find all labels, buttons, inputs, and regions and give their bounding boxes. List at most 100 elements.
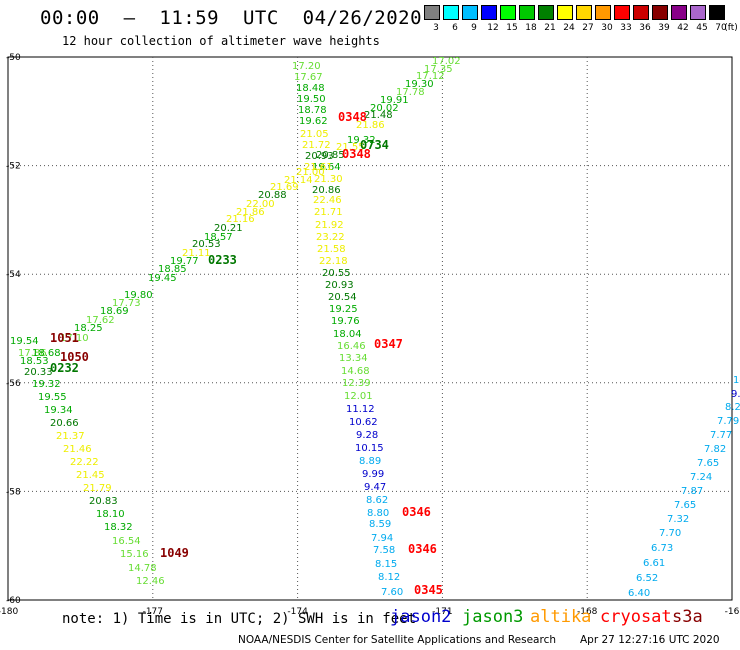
wave-height-label: 21.86 bbox=[236, 207, 265, 218]
wave-height-label: 9. bbox=[731, 389, 740, 400]
wave-height-label: 21.58 bbox=[317, 244, 346, 255]
x-tick-label: -177 bbox=[143, 607, 163, 617]
y-tick-label: -56 bbox=[6, 379, 21, 389]
wave-height-label: 17.02 bbox=[432, 56, 461, 67]
pass-time-label: 1049 bbox=[160, 546, 189, 560]
wave-height-label: 20.55 bbox=[322, 268, 351, 279]
legend-label: 12 bbox=[487, 23, 499, 33]
wave-height-label: 17.20 bbox=[292, 61, 321, 72]
legend-label: 39 bbox=[658, 23, 670, 33]
wave-height-label: 8.89 bbox=[359, 456, 381, 467]
legend-label: 6 bbox=[452, 23, 458, 33]
wave-height-label: 21.05 bbox=[300, 129, 329, 140]
legend-swatch bbox=[500, 5, 516, 20]
wave-height-label: 14.68 bbox=[341, 366, 370, 377]
wave-height-label: 20.66 bbox=[50, 418, 79, 429]
wave-height-label: 6.40 bbox=[628, 588, 650, 599]
wave-height-label: 17.62 bbox=[86, 315, 115, 326]
wave-height-label: 21.11 bbox=[182, 248, 211, 259]
wave-height-label: 21.14 bbox=[284, 175, 313, 186]
wave-height-label: 15.16 bbox=[120, 549, 149, 560]
legend-label: 21 bbox=[544, 23, 556, 33]
legend-swatch bbox=[538, 5, 554, 20]
wave-height-label: 18.10 bbox=[96, 509, 125, 520]
wave-height-label: 21.86 bbox=[356, 120, 385, 131]
wave-height-label: 19.64 bbox=[312, 162, 341, 173]
footer-note: note: 1) Time is in UTC; 2) SWH is in fe… bbox=[62, 611, 417, 627]
legend-swatch bbox=[481, 5, 497, 20]
pass-time-label: 1051 bbox=[50, 331, 79, 345]
wave-height-label: 18.32 bbox=[104, 522, 133, 533]
pass-time-label: 0347 bbox=[374, 337, 403, 351]
wave-height-label: 20.02 bbox=[370, 103, 399, 114]
wave-height-label: 19.55 bbox=[38, 392, 67, 403]
wave-height-label: 17.12 bbox=[416, 71, 445, 82]
legend-swatch bbox=[709, 5, 725, 20]
legend-label: 45 bbox=[696, 23, 708, 33]
wave-height-label: 21.37 bbox=[56, 431, 85, 442]
wave-height-label: 7.24 bbox=[690, 472, 712, 483]
wave-height-label: 8.15 bbox=[375, 559, 397, 570]
legend-swatch bbox=[424, 5, 440, 20]
legend-swatch bbox=[614, 5, 630, 20]
wave-height-label: 21.48 bbox=[364, 110, 393, 121]
satellite-name-s3a: s3a bbox=[672, 607, 703, 627]
page-title: 00:00 — 11:59 UTC 04/26/2020 bbox=[40, 7, 423, 29]
wave-height-label: 21.55 bbox=[336, 142, 365, 153]
wave-height-label: 8.62 bbox=[366, 495, 388, 506]
wave-height-label: 6.61 bbox=[643, 558, 665, 569]
legend-label: 30 bbox=[601, 23, 613, 33]
wave-height-label: 19.76 bbox=[331, 316, 360, 327]
wave-height-label: 8.2 bbox=[725, 402, 740, 413]
wave-height-label: 21.69 bbox=[270, 182, 299, 193]
satellite-name-cryosat: cryosat bbox=[600, 607, 672, 627]
wave-height-label: 6.73 bbox=[651, 543, 673, 554]
wave-height-label: 17.67 bbox=[294, 72, 323, 83]
legend-label: 24 bbox=[563, 23, 575, 33]
wave-height-label: 22.18 bbox=[319, 256, 348, 267]
wave-height-label: 11.12 bbox=[346, 404, 375, 415]
wave-height-label: 21.92 bbox=[315, 220, 344, 231]
wave-height-label: 18.68 bbox=[32, 348, 61, 359]
wave-height-label: 21.16 bbox=[226, 214, 255, 225]
wave-height-label: 18.25 bbox=[74, 323, 103, 334]
x-tick-label: -174 bbox=[287, 607, 308, 617]
x-tick-label: -180 bbox=[0, 607, 18, 617]
wave-height-label: 19.32 bbox=[32, 379, 61, 390]
wave-height-label: 20.83 bbox=[89, 496, 118, 507]
legend-swatch bbox=[652, 5, 668, 20]
wave-height-label: 14 bbox=[733, 375, 740, 386]
wave-height-label: 21.00 bbox=[296, 167, 325, 178]
y-tick-label: -58 bbox=[6, 487, 21, 497]
wave-height-label: 21.79 bbox=[83, 483, 112, 494]
wave-height-label: 8.80 bbox=[367, 508, 389, 519]
wave-height-label: 9.99 bbox=[362, 469, 384, 480]
legend-swatch bbox=[557, 5, 573, 20]
wave-height-label: 19.50 bbox=[297, 94, 326, 105]
legend-label: 70 bbox=[715, 23, 727, 33]
wave-height-label: 7.82 bbox=[704, 444, 726, 455]
wave-height-label: 18.78 bbox=[298, 105, 327, 116]
wave-height-label: 18.04 bbox=[333, 329, 362, 340]
wave-height-label: 22.00 bbox=[246, 199, 275, 210]
wave-height-label: 12.01 bbox=[344, 391, 373, 402]
y-tick-label: -60 bbox=[6, 596, 21, 606]
wave-height-label: 7.70 bbox=[659, 528, 681, 539]
wave-height-label: 20.88 bbox=[258, 190, 287, 201]
pass-time-label: 0346 bbox=[408, 542, 437, 556]
wave-height-label: 22.22 bbox=[70, 457, 99, 468]
wave-height-label: 8.59 bbox=[369, 519, 391, 530]
wave-height-label: 17.78 bbox=[396, 87, 425, 98]
wave-height-label: 13.34 bbox=[339, 353, 368, 364]
pass-time-label: 1050 bbox=[60, 350, 89, 364]
footer-date: Apr 27 12:27:16 UTC 2020 bbox=[580, 634, 720, 646]
legend-label: 3 bbox=[433, 23, 439, 33]
wave-height-label: 16.54 bbox=[112, 536, 141, 547]
legend-swatch bbox=[576, 5, 592, 20]
wave-height-label: 21.61 bbox=[304, 162, 333, 173]
wave-height-label: 20.86 bbox=[312, 185, 341, 196]
wave-height-label: 7.94 bbox=[371, 533, 393, 544]
wave-height-label: 10.62 bbox=[349, 417, 378, 428]
wave-height-label: 19.77 bbox=[170, 256, 199, 267]
